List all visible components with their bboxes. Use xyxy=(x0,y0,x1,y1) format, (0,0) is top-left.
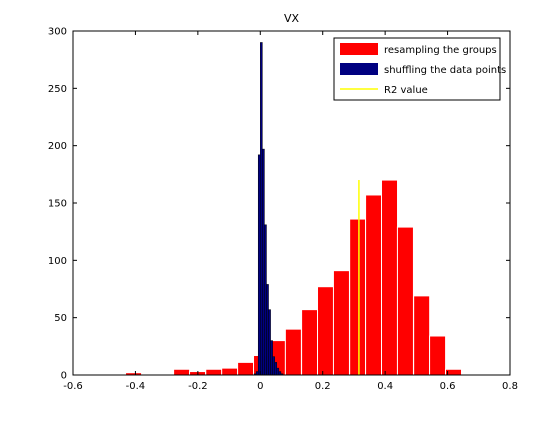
bar-resampling-14 xyxy=(365,194,383,376)
x-tick-label-3: 0 xyxy=(257,381,263,392)
y-tick-label-2: 100 xyxy=(48,256,67,267)
bar-resampling-4 xyxy=(205,368,223,376)
x-tick-label-5: 0.4 xyxy=(377,381,393,392)
x-tick-label-0: -0.6 xyxy=(63,381,83,392)
y-tick-label-0: 0 xyxy=(61,371,67,382)
bar-resampling-17 xyxy=(413,295,431,376)
bar-shuffling-8 xyxy=(270,340,273,376)
bar-shuffling-10 xyxy=(274,362,278,376)
bar-resampling-18 xyxy=(429,335,447,376)
bar-resampling-16 xyxy=(396,226,414,376)
bar-shuffling-9 xyxy=(272,356,275,376)
bar-resampling-2 xyxy=(173,368,191,376)
legend: resampling the groups shuffling the data … xyxy=(333,37,506,101)
bar-resampling-10 xyxy=(301,309,319,376)
y-tick-label-5: 250 xyxy=(48,84,67,95)
bar-resampling-15 xyxy=(381,179,399,376)
y-tick-label-6: 300 xyxy=(48,27,67,38)
legend-swatch-0 xyxy=(340,43,378,55)
bar-resampling-5 xyxy=(221,367,239,376)
x-tick-label-6: 0.6 xyxy=(440,381,456,392)
legend-label-1: shuffling the data points xyxy=(384,65,506,76)
x-tick-label-2: -0.2 xyxy=(188,381,208,392)
x-tick-label-1: -0.4 xyxy=(126,381,146,392)
bar-resampling-11 xyxy=(317,286,335,376)
y-tick-label-1: 50 xyxy=(54,313,67,324)
bar-resampling-13 xyxy=(349,218,367,376)
bar-shuffling-1 xyxy=(255,371,259,376)
y-tick-label-3: 150 xyxy=(48,199,67,210)
chart-title: VX xyxy=(284,12,300,25)
bar-shuffling-11 xyxy=(276,367,280,376)
legend-label-2: R2 value xyxy=(384,85,428,96)
ticks-layer: -0.6 -0.4 -0.2 0 0.2 0.4 0.6 0.8 0 50 100 150 200 250… xyxy=(48,27,518,393)
bar-shuffling-4 xyxy=(262,148,265,376)
legend-label-0: resampling the groups xyxy=(384,45,497,56)
bar-resampling-6 xyxy=(237,361,255,376)
bar-shuffling-12 xyxy=(278,371,282,376)
bars-layer xyxy=(125,42,463,376)
y-tick-label-4: 200 xyxy=(48,141,67,152)
bar-resampling-12 xyxy=(332,270,350,376)
bar-shuffling-7 xyxy=(268,309,271,376)
x-tick-label-7: 0.8 xyxy=(502,381,518,392)
bar-shuffling-6 xyxy=(266,284,269,376)
bar-shuffling-5 xyxy=(264,224,267,376)
bar-resampling-9 xyxy=(284,328,302,376)
x-tick-label-4: 0.2 xyxy=(315,381,331,392)
bar-shuffling-3 xyxy=(260,42,263,376)
bar-shuffling-2 xyxy=(257,154,261,376)
legend-swatch-1 xyxy=(340,63,378,75)
